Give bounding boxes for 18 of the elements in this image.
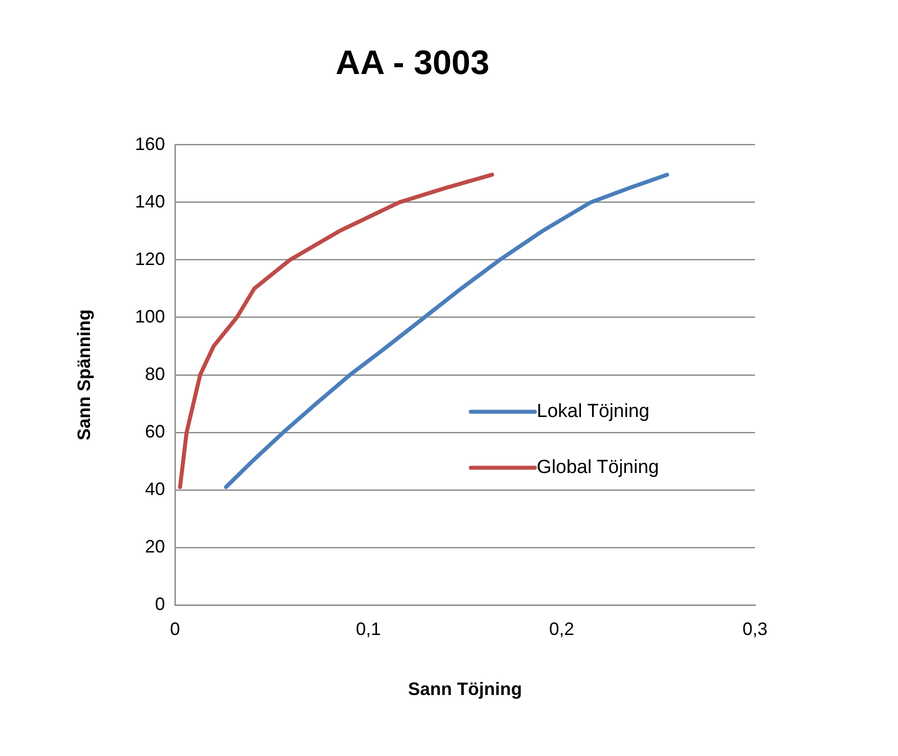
y-tick-label: 140 (134, 191, 165, 212)
x-tick-label: 0,3 (742, 618, 768, 639)
y-tick-label: 40 (144, 478, 165, 499)
y-tick-label: 100 (134, 306, 165, 326)
y-axis-title: Sann Spänning (74, 309, 94, 440)
y-tick-label: 0 (154, 594, 165, 614)
y-tick-label: 120 (134, 248, 165, 269)
y-tick-label: 60 (144, 421, 165, 442)
x-axis-title: Sann Töjning (408, 679, 522, 700)
y-tick-label: 160 (134, 134, 165, 154)
legend-label: Global Töjning (536, 456, 659, 478)
y-tick-label: 80 (144, 364, 165, 384)
y-tick-label: 20 (144, 536, 165, 556)
x-tick-label: 0,2 (549, 618, 574, 639)
x-tick-label: 0 (170, 618, 180, 639)
chart-title: AA - 3003 (336, 44, 490, 82)
x-tick-label: 0,1 (356, 618, 381, 639)
legend-label: Lokal Töjning (536, 400, 650, 422)
